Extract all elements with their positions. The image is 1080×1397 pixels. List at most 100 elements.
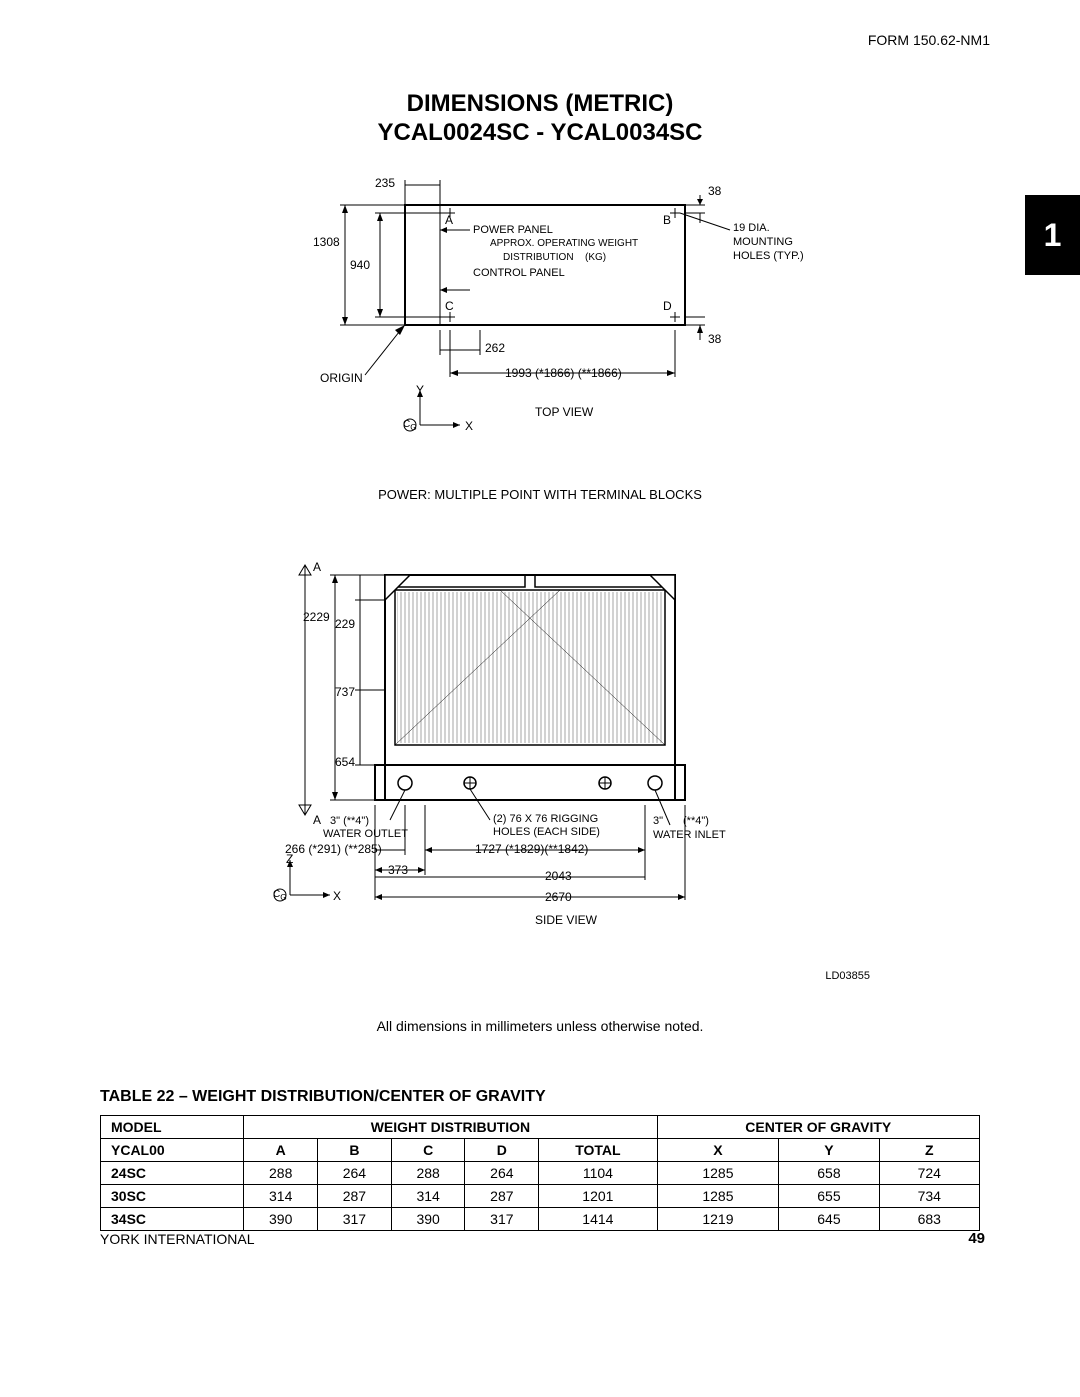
corner-a: A (445, 213, 453, 227)
axis-x: X (465, 419, 473, 433)
power-note: POWER: MULTIPLE POINT WITH TERMINAL BLOC… (0, 487, 1080, 502)
water-outlet: WATER OUTLET (323, 828, 408, 840)
dim-262: 262 (485, 341, 505, 355)
holes1: 19 DIA. (733, 222, 770, 234)
d2229: 2229 (303, 610, 330, 624)
table-cell: 683 (879, 1208, 979, 1231)
table-header-row-1: MODEL WEIGHT DISTRIBUTION CENTER OF GRAV… (101, 1116, 980, 1139)
table-cell: 287 (318, 1185, 392, 1208)
th-weight-dist: WEIGHT DISTRIBUTION (244, 1116, 657, 1139)
table-title: TABLE 22 – WEIGHT DISTRIBUTION/CENTER OF… (100, 1088, 546, 1106)
dim-940: 940 (350, 258, 370, 272)
side-view-label: SIDE VIEW (535, 913, 597, 927)
d3in-l: 3" (**4") (330, 815, 369, 827)
page-title: DIMENSIONS (METRIC) YCAL0024SC - YCAL003… (0, 90, 1080, 148)
d373: 373 (388, 863, 408, 877)
table-cell: 724 (879, 1162, 979, 1185)
table-cell: 24SC (101, 1162, 244, 1185)
top-view-svg (285, 175, 885, 470)
dim-1308: 1308 (313, 235, 340, 249)
dim-38b: 38 (708, 332, 721, 346)
holes2: MOUNTING (733, 236, 793, 248)
table-cell: 645 (779, 1208, 879, 1231)
side-view-svg (275, 555, 905, 975)
th-ycal: YCAL00 (101, 1139, 244, 1162)
table-cell: 264 (465, 1162, 539, 1185)
approx-1: APPROX. OPERATING WEIGHT (490, 238, 638, 249)
approx-3: (KG) (585, 252, 606, 263)
cg-side: CG (273, 889, 287, 902)
table-cell: 1414 (539, 1208, 657, 1231)
table-cell: 317 (318, 1208, 392, 1231)
axis-x2: X (333, 889, 341, 903)
title-line-1: DIMENSIONS (METRIC) (0, 90, 1080, 119)
th-model: MODEL (101, 1116, 244, 1139)
side-view-diagram: A A 2229 229 737 654 3" (**4") WATER OUT… (275, 555, 905, 975)
th-b: B (318, 1139, 392, 1162)
table-cell: 287 (465, 1185, 539, 1208)
table-cell: 1201 (539, 1185, 657, 1208)
form-id: FORM 150.62-NM1 (868, 32, 990, 48)
table-row: 34SC39031739031714141219645683 (101, 1208, 980, 1231)
d4in-r: (**4") (683, 815, 709, 827)
d266: 266 (*291) (**285) (285, 842, 382, 856)
power-panel: POWER PANEL (473, 224, 553, 236)
th-c: C (391, 1139, 465, 1162)
top-view-label: TOP VIEW (535, 405, 593, 419)
table-cell: 288 (244, 1162, 318, 1185)
section-tab: 1 (1025, 195, 1080, 275)
table-cell: 30SC (101, 1185, 244, 1208)
weight-distribution-table: MODEL WEIGHT DISTRIBUTION CENTER OF GRAV… (100, 1115, 980, 1231)
table-cell: 734 (879, 1185, 979, 1208)
d3in-r: 3" (653, 815, 663, 827)
table-cell: 390 (244, 1208, 318, 1231)
water-inlet: WATER INLET (653, 829, 726, 841)
table-cell: 317 (465, 1208, 539, 1231)
table-cell: 314 (244, 1185, 318, 1208)
control-panel: CONTROL PANEL (473, 267, 565, 279)
approx-2: DISTRIBUTION (503, 252, 574, 263)
d2670: 2670 (545, 890, 572, 904)
dim-1993: 1993 (*1866) (**1866) (505, 366, 622, 380)
rigging1: (2) 76 X 76 RIGGING (493, 813, 598, 825)
th-a: A (244, 1139, 318, 1162)
page-number: 49 (968, 1230, 985, 1247)
corner-c: C (445, 299, 454, 313)
table-cell: 1219 (657, 1208, 779, 1231)
table-cell: 655 (779, 1185, 879, 1208)
top-view-diagram: 235 38 1308 940 262 38 1993 (*1866) (**1… (285, 175, 885, 470)
axis-y: Y (416, 383, 424, 397)
corner-b: B (663, 213, 671, 227)
A1: A (313, 560, 321, 574)
table-cell: 314 (391, 1185, 465, 1208)
holes3: HOLES (TYP.) (733, 250, 804, 262)
table-cell: 34SC (101, 1208, 244, 1231)
dimension-note: All dimensions in millimeters unless oth… (0, 1018, 1080, 1034)
d654: 654 (335, 755, 355, 769)
dim-38a: 38 (708, 184, 721, 198)
th-z: Z (879, 1139, 979, 1162)
table-cell: 1104 (539, 1162, 657, 1185)
th-cog: CENTER OF GRAVITY (657, 1116, 979, 1139)
table-cell: 390 (391, 1208, 465, 1231)
table-header-row-2: YCAL00 A B C D TOTAL X Y Z (101, 1139, 980, 1162)
corner-d: D (663, 299, 672, 313)
axis-z: Z (286, 852, 293, 866)
d2043: 2043 (545, 869, 572, 883)
cg-top: CG (403, 419, 417, 432)
footer-company: YORK INTERNATIONAL (100, 1231, 255, 1247)
th-total: TOTAL (539, 1139, 657, 1162)
table-cell: 658 (779, 1162, 879, 1185)
table-cell: 288 (391, 1162, 465, 1185)
th-d: D (465, 1139, 539, 1162)
table-cell: 1285 (657, 1185, 779, 1208)
A2: A (313, 813, 321, 827)
table-cell: 1285 (657, 1162, 779, 1185)
dim-235: 235 (375, 176, 395, 190)
th-x: X (657, 1139, 779, 1162)
origin-label: ORIGIN (320, 371, 363, 385)
diagram-ref-id: LD03855 (825, 970, 870, 982)
table-row: 24SC28826428826411041285658724 (101, 1162, 980, 1185)
title-line-2: YCAL0024SC - YCAL0034SC (0, 119, 1080, 148)
table-cell: 264 (318, 1162, 392, 1185)
